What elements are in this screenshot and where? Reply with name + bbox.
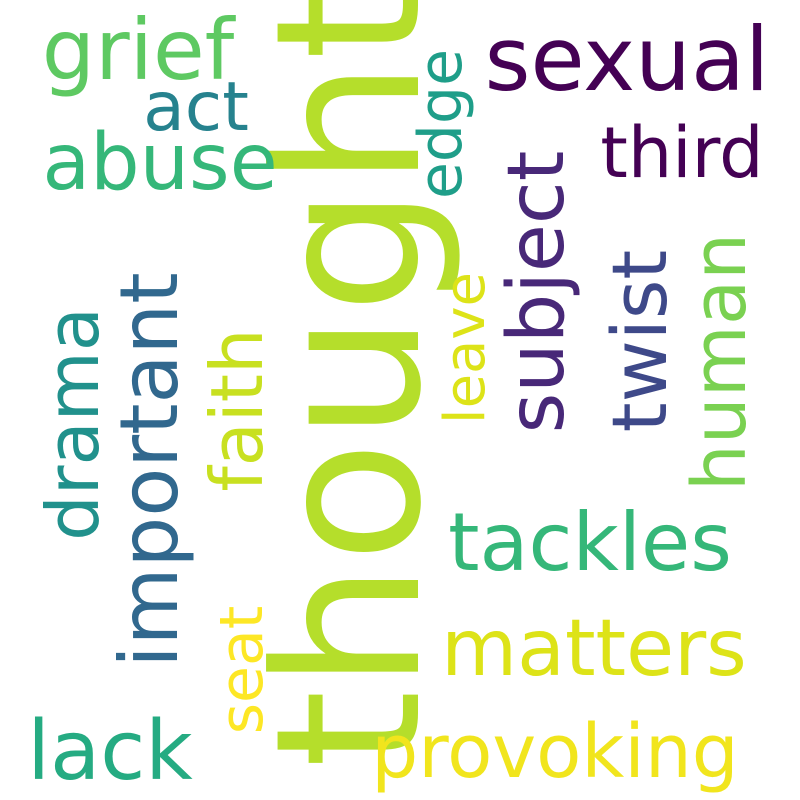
word-drama: drama: [31, 307, 115, 541]
word-third: third: [600, 112, 764, 194]
word-faith: faith: [195, 328, 279, 492]
word-important: important: [103, 272, 196, 668]
word-subject: subject: [492, 150, 582, 434]
word-abuse: abuse: [42, 118, 278, 208]
word-edge: edge: [406, 49, 476, 199]
word-sexual: sexual: [484, 8, 770, 111]
word-provoking: provoking: [371, 709, 739, 795]
word-human: human: [677, 232, 763, 492]
word-tackles: tackles: [448, 496, 732, 589]
word-lack: lack: [27, 704, 193, 799]
word-grief: grief: [41, 1, 235, 99]
word-twist: twist: [595, 249, 684, 433]
word-matters: matters: [441, 604, 747, 694]
word-leave: leave: [433, 272, 498, 424]
word-seat: seat: [207, 605, 277, 735]
word-act: act: [143, 68, 249, 147]
